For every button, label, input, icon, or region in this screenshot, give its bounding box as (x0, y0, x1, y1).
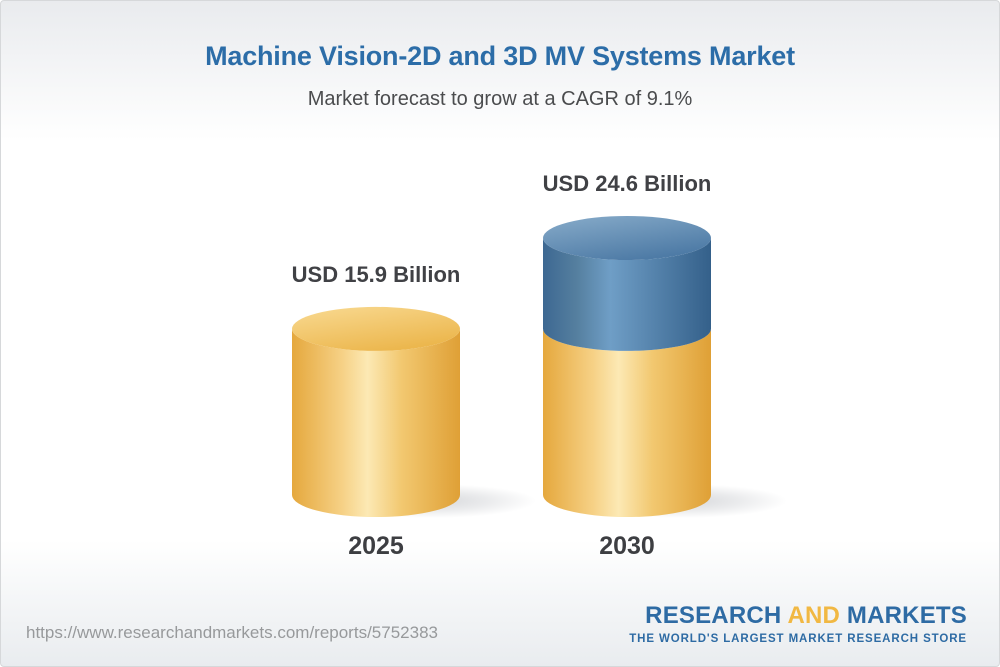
logo-word-markets: MARKETS (846, 602, 967, 629)
cylinder-segment (292, 328, 460, 517)
logo-tagline: THE WORLD'S LARGEST MARKET RESEARCH STOR… (629, 633, 967, 645)
bar-value-label-2025: USD 15.9 Billion (291, 261, 461, 287)
cylinder-cap (543, 216, 711, 260)
logo-word-and: AND (787, 602, 841, 629)
page-title: Machine Vision-2D and 3D MV Systems Mark… (205, 41, 795, 71)
logo-wordmark: RESEARCH AND MARKETS (629, 602, 967, 630)
cylinder-cap (292, 306, 460, 351)
logo-word-research: RESEARCH (645, 602, 782, 629)
cylinder-segment (543, 328, 711, 517)
year-label-2025: 2025 (348, 532, 404, 560)
bar-value-label-2030: USD 24.6 Billion (542, 171, 712, 196)
research-and-markets-logo: RESEARCH AND MARKETS THE WORLD'S LARGEST… (629, 602, 967, 645)
report-url[interactable]: https://www.researchandmarkets.com/repor… (26, 623, 438, 642)
cylinder-segment (543, 238, 711, 351)
year-label-2030: 2030 (599, 532, 655, 560)
page-subtitle: Market forecast to grow at a CAGR of 9.1… (307, 88, 693, 110)
